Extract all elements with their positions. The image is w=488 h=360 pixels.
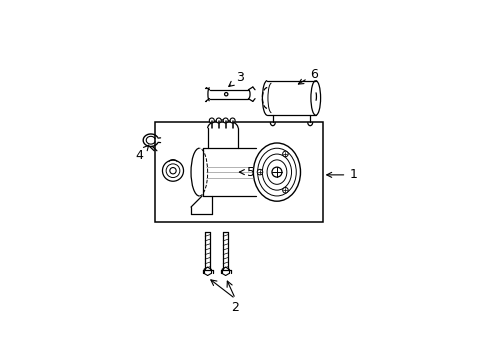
Circle shape (282, 188, 287, 193)
Bar (155, 122, 322, 222)
Circle shape (230, 118, 235, 123)
Circle shape (271, 167, 282, 177)
Circle shape (209, 118, 214, 123)
Circle shape (223, 118, 228, 123)
Text: 2: 2 (231, 301, 239, 314)
Circle shape (216, 118, 221, 123)
Circle shape (169, 167, 176, 174)
Circle shape (257, 169, 262, 175)
Text: 3: 3 (228, 71, 243, 86)
Text: 5: 5 (239, 166, 254, 179)
Text: 1: 1 (326, 168, 356, 181)
Text: 4: 4 (136, 145, 148, 162)
Circle shape (282, 151, 287, 157)
Text: 6: 6 (298, 68, 318, 84)
